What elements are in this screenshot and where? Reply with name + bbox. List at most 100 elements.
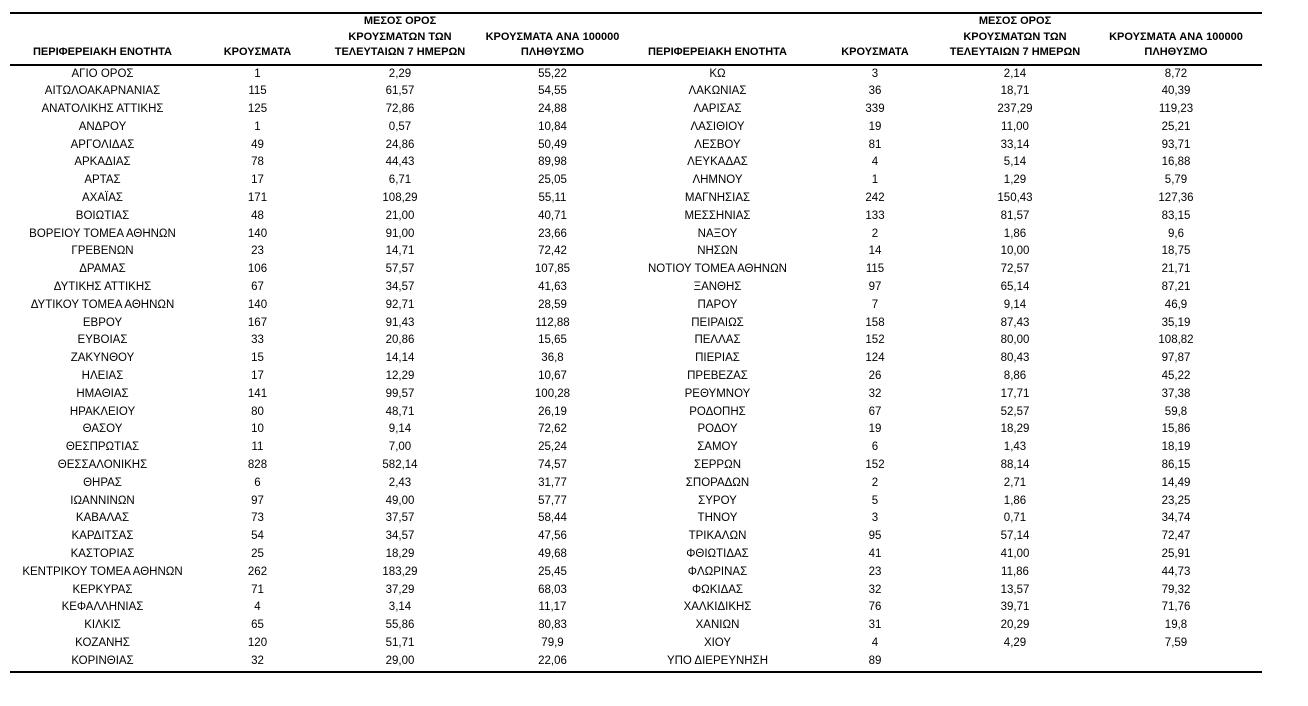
cases-cell-left: 140 xyxy=(247,298,268,311)
avg7-cell-left: 0,57 xyxy=(388,120,412,133)
avg7-header-left: ΜΕΣΟΣ ΟΡΟΣ ΚΡΟΥΣΜΑΤΩΝ ΤΩΝ ΤΕΛΕΥΤΑΙΩΝ 7 Η… xyxy=(320,13,480,66)
cases-cell-right: 23 xyxy=(868,565,882,578)
region-cell-right: ΡΕΘΥΜΝΟΥ xyxy=(684,387,751,400)
region-cell-right: ΠΡΕΒΕΖΑΣ xyxy=(687,370,748,383)
avg7-cell-right: 52,57 xyxy=(1000,405,1030,418)
per100k-cell-left: 89,98 xyxy=(538,156,567,169)
per100k-cell-right: 9,6 xyxy=(1168,227,1184,240)
table-row: ΚΑΒΑΛΑΣ 73 37,57 58,44 ΤΗΝΟΥ 3 0,71 34,74 xyxy=(10,510,1262,528)
avg7-cell-left: 20,86 xyxy=(385,334,415,347)
region-cell-right: ΤΡΙΚΑΛΩΝ xyxy=(688,530,747,543)
per100k-cell-left: 80,83 xyxy=(538,619,567,632)
table-row: ΒΟΙΩΤΙΑΣ 48 21,00 40,71 ΜΕΣΣΗΝΙΑΣ 133 81,57 83,… xyxy=(10,208,1262,226)
cases-cell-left: 78 xyxy=(251,156,264,169)
avg7-cell-left: 99,57 xyxy=(385,387,415,400)
avg7-cell-right: 17,71 xyxy=(1000,387,1030,400)
avg7-cell-right: 33,14 xyxy=(1000,138,1030,151)
region-cell-right: ΛΑΣΙΘΙΟΥ xyxy=(690,120,745,133)
per100k-cell-left: 72,42 xyxy=(538,245,567,258)
cases-cell-right: 97 xyxy=(868,281,882,294)
cases-cell-left: 17 xyxy=(251,174,264,187)
avg7-cell-right: 11,00 xyxy=(1001,120,1029,133)
cases-cell-left: 828 xyxy=(247,459,268,472)
region-header-left: ΠΕΡΙΦΕΡΕΙΑΚΗ ΕΝΟΤΗΤΑ xyxy=(10,13,195,66)
per100k-cell-right: 93,71 xyxy=(1161,138,1191,151)
per100k-cell-left: 25,24 xyxy=(538,441,567,454)
region-cell-right: ΠΕΙΡΑΙΩΣ xyxy=(691,316,744,329)
table-row: ΚΕΝΤΡΙΚΟΥ ΤΟΜΕΑ ΑΘΗΝΩΝ 262 183,29 25,45 ΦΛΩΡ… xyxy=(10,564,1262,582)
per100k-cell-left: 55,11 xyxy=(538,192,567,205)
avg7-cell-left: 582,14 xyxy=(382,459,418,472)
avg7-cell-left: 9,14 xyxy=(388,423,412,436)
per100k-cell-right: 71,76 xyxy=(1161,601,1191,614)
table-row: ΑΡΓΟΛΙΔΑΣ 49 24,86 50,49 ΛΕΣΒΟΥ 81 33,14 93,71 xyxy=(10,137,1262,155)
cases-cell-right: 3 xyxy=(871,512,879,525)
avg7-cell-left: 29,00 xyxy=(385,654,415,667)
region-cell-left: ΑΡΤΑΣ xyxy=(84,174,121,187)
region-cell-right: ΧΑΛΚΙΔΙΚΗΣ xyxy=(683,601,752,614)
avg7-cell-right: 10,00 xyxy=(1000,245,1030,258)
avg7-cell-right: 1,86 xyxy=(1003,494,1027,507)
avg7-cell-left: 92,71 xyxy=(385,298,415,311)
cases-cell-right: 32 xyxy=(868,583,882,596)
cases-cell-right: 2 xyxy=(871,476,879,489)
per100k-cell-right: 83,15 xyxy=(1161,209,1191,222)
per100k-cell-right: 14,49 xyxy=(1161,476,1191,489)
per100k-cell-right: 127,36 xyxy=(1158,192,1194,205)
avg7-cell-left: 49,00 xyxy=(385,494,415,507)
region-cell-right: ΛΕΣΒΟΥ xyxy=(694,138,741,151)
region-cell-left: ΙΩΑΝΝΙΝΩΝ xyxy=(70,494,135,507)
per100k-cell-left: 54,55 xyxy=(538,85,567,98)
avg7-header-right: ΜΕΣΟΣ ΟΡΟΣ ΚΡΟΥΣΜΑΤΩΝ ΤΩΝ ΤΕΛΕΥΤΑΙΩΝ 7 Η… xyxy=(940,13,1090,66)
region-cell-right: ΣΠΟΡΑΔΩΝ xyxy=(685,476,750,489)
cases-cell-left: 171 xyxy=(247,192,268,205)
cases-cell-right: 115 xyxy=(865,263,885,276)
cases-cell-right: 5 xyxy=(871,494,879,507)
table-row: ΗΜΑΘΙΑΣ 141 99,57 100,28 ΡΕΘΥΜΝΟΥ 32 17,71 37,3… xyxy=(10,386,1262,404)
table-row: ΘΕΣΠΡΩΤΙΑΣ 11 7,00 25,24 ΣΑΜΟΥ 6 1,43 18,19 xyxy=(10,439,1262,457)
region-cell-right: ΧΙΟΥ xyxy=(703,637,732,649)
per100k-cell-right: 5,79 xyxy=(1164,174,1188,187)
table-row: ΚΟΖΑΝΗΣ 120 51,71 79,9 ΧΙΟΥ 4 4,29 7,59 xyxy=(10,635,1262,653)
per100k-header-right: ΚΡΟΥΣΜΑΤΑ ΑΝΑ 100000 ΠΛΗΘΥΣΜΟ xyxy=(1090,13,1262,66)
avg7-cell-left: 183,29 xyxy=(382,565,418,578)
cases-cell-right: 26 xyxy=(868,370,882,383)
avg7-cell-left: 44,43 xyxy=(385,156,415,169)
table-row: ΑΡΚΑΔΙΑΣ 78 44,43 89,98 ΛΕΥΚΑΔΑΣ 4 5,14 16,88 xyxy=(10,154,1262,172)
cases-cell-left: 80 xyxy=(251,405,264,418)
region-cell-left: ΒΟΙΩΤΙΑΣ xyxy=(75,209,130,222)
region-cell-right: ΦΩΚΙΔΑΣ xyxy=(691,583,744,596)
avg7-cell-right: 1,43 xyxy=(1003,441,1027,454)
cases-cell-left: 71 xyxy=(251,583,264,596)
avg7-cell-right: 150,43 xyxy=(997,192,1033,205)
region-cell-right: ΣΑΜΟΥ xyxy=(697,441,738,454)
cases-cell-left: 141 xyxy=(247,387,268,400)
region-cell-right: ΛΕΥΚΑΔΑΣ xyxy=(687,156,748,169)
avg7-cell-left: 34,57 xyxy=(385,530,415,543)
table-row: ΗΡΑΚΛΕΙΟΥ 80 48,71 26,19 ΡΟΔΟΠΗΣ 67 52,57 59,8 xyxy=(10,404,1262,422)
per100k-cell-right: 37,38 xyxy=(1161,387,1191,400)
per100k-cell-left: 24,88 xyxy=(538,103,567,116)
region-cell-right: ΤΗΝΟΥ xyxy=(697,512,738,525)
table-body: ΑΓΙΟ ΟΡΟΣ 1 2,29 55,22 ΚΩ 3 2,14 8,72 ΑΙΤΩΛΟΑΚΑΡ… xyxy=(10,65,1262,672)
region-cell-right: ΥΠΟ ΔΙΕΡΕΥΝΗΣΗ xyxy=(666,654,769,667)
cases-cell-left: 6 xyxy=(254,476,261,489)
table-row: ΚΕΦΑΛΛΗΝΙΑΣ 4 3,14 11,17 ΧΑΛΚΙΔΙΚΗΣ 76 39,71 71… xyxy=(10,599,1262,617)
header-row: ΠΕΡΙΦΕΡΕΙΑΚΗ ΕΝΟΤΗΤΑ ΚΡΟΥΣΜΑΤΑ ΜΕΣΟΣ ΟΡΟ… xyxy=(10,13,1262,66)
region-cell-right: ΠΑΡΟΥ xyxy=(697,298,738,311)
cases-cell-right: 89 xyxy=(868,654,882,667)
avg7-cell-left: 55,86 xyxy=(385,619,415,632)
region-cell-right: ΡΟΔΟΠΗΣ xyxy=(689,405,746,418)
cases-cell-left: 25 xyxy=(251,548,264,561)
region-cell-right: ΣΥΡΟΥ xyxy=(698,494,737,507)
cases-cell-right: 6 xyxy=(871,441,879,454)
cases-cell-right: 67 xyxy=(868,405,882,418)
table-row: ΑΓΙΟ ΟΡΟΣ 1 2,29 55,22 ΚΩ 3 2,14 8,72 xyxy=(10,65,1262,84)
per100k-cell-left: 58,44 xyxy=(538,512,567,525)
per100k-cell-right: 79,32 xyxy=(1161,583,1191,596)
avg7-cell-right: 2,71 xyxy=(1003,476,1027,489)
avg7-cell-right: 65,14 xyxy=(1000,281,1030,294)
region-cell-left: ΔΥΤΙΚΗΣ ΑΤΤΙΚΗΣ xyxy=(53,281,152,294)
per100k-cell-right: 18,75 xyxy=(1161,245,1191,258)
avg7-cell-right: 72,57 xyxy=(1000,263,1030,276)
